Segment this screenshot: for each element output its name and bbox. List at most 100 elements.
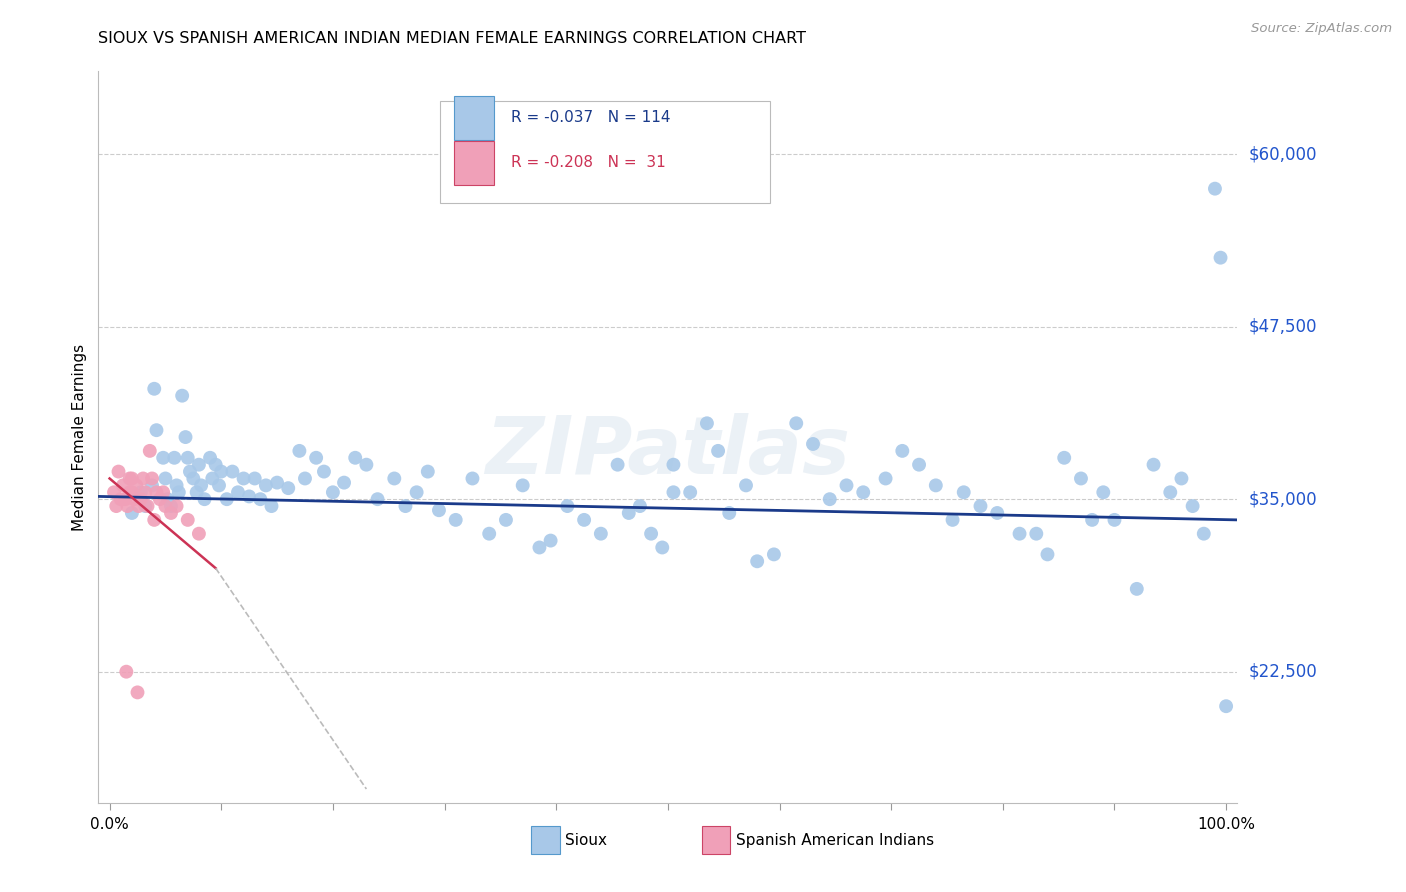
Point (1181, 499, 1204, 513)
Text: R = -0.208   N =  31: R = -0.208 N = 31 (510, 155, 665, 170)
Point (333, 475, 356, 490)
FancyBboxPatch shape (440, 101, 770, 203)
Point (1209, 251, 1232, 265)
Point (540, 533, 562, 548)
Point (122, 492, 145, 507)
Point (118, 471, 141, 485)
FancyBboxPatch shape (454, 141, 494, 185)
Text: R = -0.037   N = 114: R = -0.037 N = 114 (510, 110, 671, 125)
Point (322, 485, 344, 500)
Point (606, 458, 628, 472)
Point (1081, 513, 1104, 527)
Point (141, 478, 163, 492)
Point (382, 471, 405, 485)
Point (852, 485, 875, 500)
Point (1053, 450, 1076, 465)
Point (190, 478, 212, 492)
Point (143, 382, 166, 396)
Point (1036, 548, 1059, 562)
Point (249, 492, 271, 507)
Point (232, 471, 254, 485)
Point (394, 499, 416, 513)
Point (121, 506, 143, 520)
Point (696, 417, 718, 431)
Point (628, 499, 651, 513)
Point (495, 513, 517, 527)
Point (1104, 513, 1126, 527)
Text: $60,000: $60,000 (1249, 145, 1317, 163)
Point (785, 417, 807, 431)
Point (925, 478, 948, 492)
Point (529, 541, 551, 555)
Point (662, 485, 685, 500)
Point (801, 437, 824, 451)
Point (125, 478, 148, 492)
Text: ZIPatlas: ZIPatlas (485, 413, 851, 491)
Point (166, 478, 188, 492)
Point (747, 554, 769, 568)
Point (1170, 471, 1192, 485)
Point (294, 471, 316, 485)
Point (1025, 526, 1047, 541)
Point (312, 465, 335, 479)
FancyBboxPatch shape (702, 826, 731, 854)
Point (986, 506, 1008, 520)
Point (201, 471, 224, 485)
Point (160, 506, 183, 520)
Point (238, 490, 260, 504)
Point (121, 485, 143, 500)
Point (589, 526, 612, 541)
Point (427, 503, 450, 517)
Point (208, 478, 231, 492)
Point (105, 499, 128, 513)
Text: 100.0%: 100.0% (1197, 816, 1256, 831)
FancyBboxPatch shape (531, 826, 560, 854)
Point (908, 458, 931, 472)
Point (177, 450, 200, 465)
Point (115, 665, 138, 679)
Point (651, 541, 673, 555)
Point (969, 499, 991, 513)
Point (356, 458, 378, 472)
Point (129, 492, 152, 507)
Point (305, 450, 328, 465)
Point (103, 485, 125, 500)
Point (117, 499, 139, 513)
Text: $47,500: $47,500 (1249, 318, 1317, 335)
Point (1070, 471, 1092, 485)
Text: SIOUX VS SPANISH AMERICAN INDIAN MEDIAN FEMALE EARNINGS CORRELATION CHART: SIOUX VS SPANISH AMERICAN INDIAN MEDIAN … (98, 31, 807, 46)
Point (110, 492, 132, 507)
Point (1142, 458, 1164, 472)
Point (121, 471, 143, 485)
Point (167, 485, 190, 500)
FancyBboxPatch shape (454, 95, 494, 139)
Point (155, 471, 177, 485)
Point (478, 526, 501, 541)
Point (405, 485, 427, 500)
Point (617, 506, 640, 520)
Point (952, 485, 974, 500)
Point (155, 499, 177, 513)
Point (891, 443, 914, 458)
Point (557, 499, 579, 513)
Point (226, 485, 249, 500)
Text: $35,000: $35,000 (1249, 491, 1317, 508)
Point (160, 499, 183, 513)
Point (1159, 485, 1181, 500)
Point (107, 465, 129, 479)
Point (179, 465, 201, 479)
Point (136, 499, 159, 513)
Point (679, 485, 702, 500)
Point (288, 443, 311, 458)
Point (1092, 485, 1115, 500)
Point (662, 458, 685, 472)
Point (143, 513, 166, 527)
Point (114, 492, 136, 507)
Point (243, 471, 266, 485)
Point (183, 471, 205, 485)
Point (718, 506, 741, 520)
Point (215, 492, 238, 507)
Point (152, 485, 174, 500)
Point (835, 478, 858, 492)
Point (186, 485, 208, 500)
